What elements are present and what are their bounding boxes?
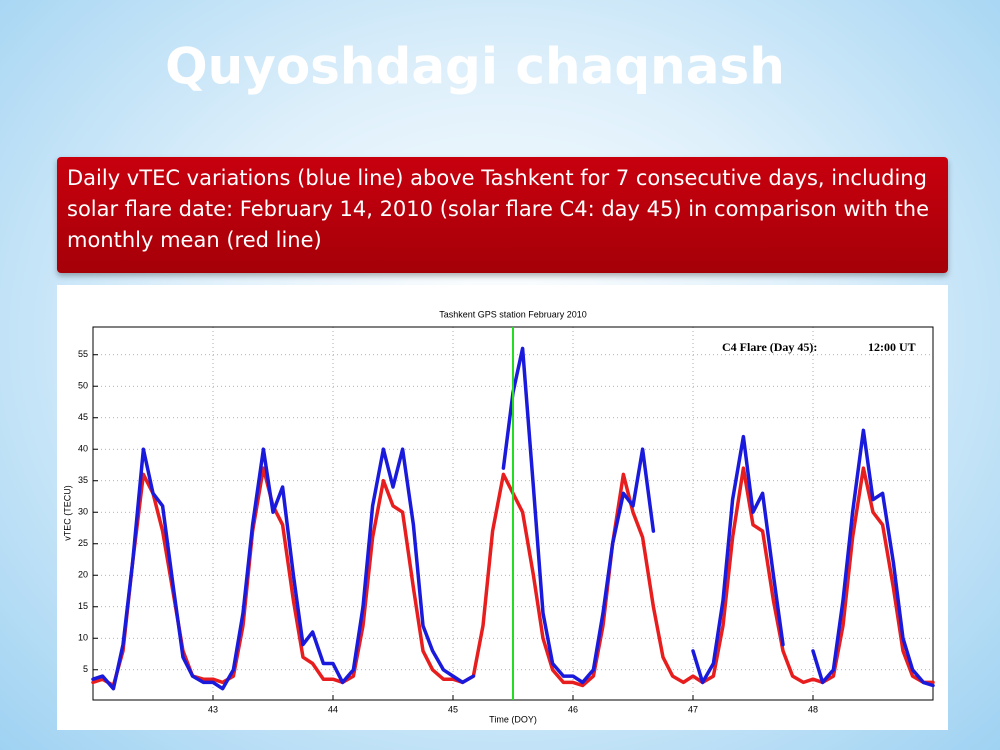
chart-panel — [57, 285, 948, 730]
caption: Daily vTEC variations (blue line) above … — [67, 166, 930, 252]
caption-banner: Daily vTEC variations (blue line) above … — [57, 157, 948, 273]
slide-title: Quyoshdagi chaqnash — [165, 38, 785, 96]
